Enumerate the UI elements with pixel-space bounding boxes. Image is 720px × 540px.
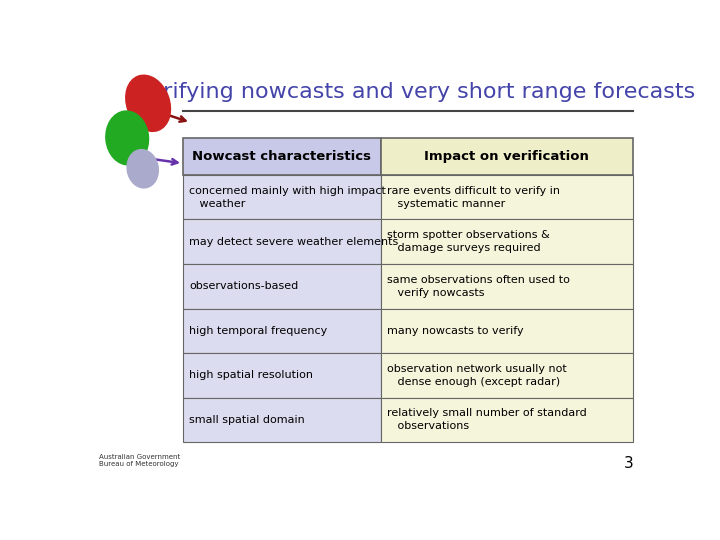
Text: same observations often used to
   verify nowcasts: same observations often used to verify n… [387, 275, 570, 298]
Bar [183, 138, 381, 175]
Ellipse shape [127, 150, 158, 188]
Bar [381, 308, 632, 353]
Text: rare events difficult to verify in
   systematic manner: rare events difficult to verify in syste… [387, 186, 560, 209]
Text: Verifying nowcasts and very short range forecasts: Verifying nowcasts and very short range … [136, 82, 695, 102]
Text: Impact on verification: Impact on verification [424, 150, 589, 163]
Bar [183, 264, 381, 308]
Text: may detect severe weather elements: may detect severe weather elements [189, 237, 398, 247]
Text: observations-based: observations-based [189, 281, 299, 291]
Text: 3: 3 [624, 456, 634, 471]
Bar [381, 264, 632, 308]
Bar [381, 397, 632, 442]
Text: observation network usually not
   dense enough (except radar): observation network usually not dense en… [387, 364, 567, 387]
Text: relatively small number of standard
   observations: relatively small number of standard obse… [387, 408, 587, 431]
Bar [183, 308, 381, 353]
Text: Nowcast characteristics: Nowcast characteristics [192, 150, 372, 163]
Text: Australian Government
Bureau of Meteorology: Australian Government Bureau of Meteorol… [99, 454, 181, 467]
Bar [381, 219, 632, 264]
Bar [183, 219, 381, 264]
Text: small spatial domain: small spatial domain [189, 415, 305, 425]
Bar [381, 175, 632, 219]
Text: high temporal frequency: high temporal frequency [189, 326, 328, 336]
Ellipse shape [126, 75, 171, 131]
Text: high spatial resolution: high spatial resolution [189, 370, 313, 380]
Ellipse shape [106, 111, 148, 165]
Text: many nowcasts to verify: many nowcasts to verify [387, 326, 523, 336]
Bar [183, 175, 381, 219]
Text: storm spotter observations &
   damage surveys required: storm spotter observations & damage surv… [387, 230, 550, 253]
Bar [183, 397, 381, 442]
Bar [381, 138, 632, 175]
Bar [381, 353, 632, 397]
Bar [183, 353, 381, 397]
Text: concerned mainly with high impact
   weather: concerned mainly with high impact weathe… [189, 186, 386, 209]
